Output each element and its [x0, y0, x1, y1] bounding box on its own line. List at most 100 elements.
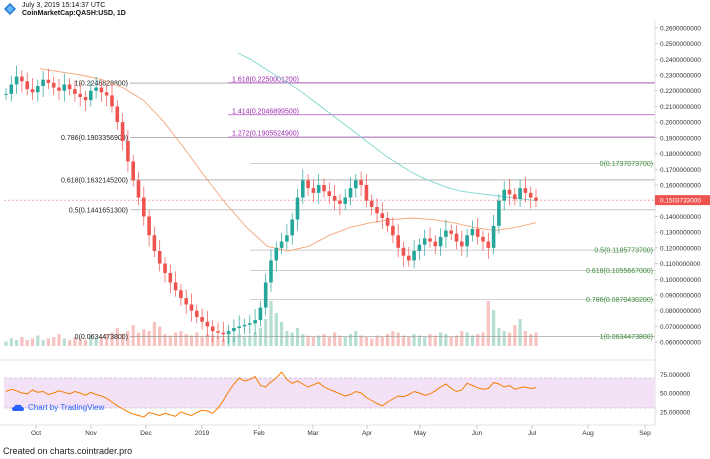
candle-body	[290, 219, 294, 236]
volume-bar	[338, 335, 342, 346]
candle-body	[518, 188, 522, 200]
price-tick-label: 0.2600000000	[660, 25, 701, 32]
volume-bar	[200, 337, 204, 346]
price-chart[interactable]: 1(0.2248828800)0.786(0.1903356900)0.618(…	[0, 20, 710, 446]
volume-bar	[348, 334, 353, 346]
volume-bar	[412, 334, 416, 346]
volume-bar	[269, 301, 273, 346]
volume-bar	[354, 331, 358, 346]
moving-averages	[39, 52, 537, 252]
candle-body	[67, 84, 72, 90]
time-tick-label: Dec	[140, 430, 152, 437]
candle-body	[486, 241, 491, 248]
candle-body	[89, 90, 93, 101]
rsi-tick-label: 50.000000	[660, 391, 691, 398]
candle-body	[94, 87, 98, 91]
candle-body	[73, 89, 77, 94]
candle-body	[115, 106, 120, 123]
price-tick-label: 0.2300000000	[660, 73, 701, 80]
candle-body	[157, 251, 162, 264]
volume-bar	[439, 332, 443, 346]
volume-bar	[481, 332, 485, 346]
tradingview-cloud-icon	[12, 404, 24, 412]
candle-body	[348, 188, 353, 198]
volume-bar	[36, 335, 40, 346]
candle-body	[173, 282, 178, 291]
volume-bar	[57, 334, 61, 346]
candle-body	[226, 331, 231, 335]
time-tick-label: Sep	[639, 430, 651, 437]
rsi-tick-label: 25.000000	[660, 409, 691, 416]
candle-body	[168, 273, 173, 283]
fib-left-label: 0.5(0.1441651300)	[69, 207, 128, 214]
time-tick-label: Nov	[85, 430, 97, 437]
volume-bar	[94, 338, 98, 346]
candle-body	[528, 192, 533, 198]
volume-bar	[311, 337, 315, 346]
price-tick-label: 0.1700000000	[660, 167, 701, 174]
volume-bar	[110, 332, 114, 346]
volume-bar	[242, 337, 247, 346]
chart-header: July 3, 2019 15:14:37 UTC CoinMarketCap:…	[0, 0, 710, 20]
price-tick-label: 0.2000000000	[660, 120, 701, 127]
candle-body	[51, 82, 56, 88]
candle-body	[99, 87, 104, 93]
fib-right-label: 1(0.0634473800)	[600, 334, 653, 341]
volume-bar	[375, 335, 379, 346]
price-tick-label: 0.0800000000	[660, 308, 701, 315]
candle-body	[41, 79, 45, 86]
volume-bar	[253, 332, 257, 346]
volume-bar	[470, 335, 474, 346]
candle-body	[4, 93, 8, 95]
time-tick-label: Feb	[253, 430, 265, 437]
price-tick-label: 0.1200000000	[660, 245, 701, 252]
volume-bar	[168, 335, 172, 346]
candle-body	[470, 229, 475, 236]
volume-bar	[9, 338, 13, 346]
time-tick-label: Aug	[582, 430, 594, 437]
price-tick-label: 0.0700000000	[660, 324, 701, 331]
candle-body	[62, 84, 67, 91]
candle-body	[205, 321, 210, 327]
price-axis: 0.2600000000 0.2500000000 0.2400000000 0.23…	[654, 20, 710, 425]
candle-body	[152, 235, 157, 251]
candle-body	[210, 326, 215, 332]
time-tick-label: Jun	[472, 430, 483, 437]
candle-body	[57, 87, 61, 91]
price-tick-label: 0.0600000000	[660, 340, 701, 347]
fib-right-label: 0.786(0.0870430200)	[586, 297, 653, 304]
candle-body	[534, 197, 538, 201]
volume-bar	[15, 340, 19, 346]
volume-bar	[460, 331, 464, 346]
candle-body	[83, 97, 88, 101]
time-axis: Oct Nov Dec 2019 Feb Mar Apr May Jun Jul Aug Sep	[0, 424, 655, 437]
candle-body	[338, 200, 342, 204]
volume-bar	[492, 310, 496, 346]
volume-bar	[523, 331, 527, 346]
candle-body	[120, 122, 125, 141]
volume-bar	[444, 334, 448, 346]
candle-body	[253, 320, 257, 324]
tradingview-badge[interactable]: Chart by TradingView	[12, 403, 104, 412]
time-tick-label: Oct	[31, 430, 41, 437]
candle-body	[497, 200, 501, 226]
volume-bar	[46, 338, 50, 346]
candle-body	[407, 255, 411, 261]
volume-bar	[189, 335, 194, 346]
candle-body	[104, 92, 109, 96]
volume-bar	[221, 338, 225, 346]
volume-bar	[174, 332, 178, 346]
volume-bar	[105, 334, 109, 346]
volume-bar	[126, 331, 130, 346]
volume-bar	[364, 337, 368, 346]
candle-body	[449, 230, 453, 234]
fib-left-label: 0.618(0.1632145200)	[61, 177, 128, 184]
candle-body	[322, 185, 326, 192]
volume-bar	[433, 335, 437, 346]
time-tick-label: Mar	[307, 430, 319, 437]
fib-left-label: 0.786(0.1903356900)	[61, 135, 128, 142]
volume-bar	[4, 341, 8, 346]
volume-bar	[529, 334, 533, 346]
candle-body	[269, 260, 273, 283]
fib-extension-label: 1.618(0.2250001200)	[232, 76, 299, 83]
